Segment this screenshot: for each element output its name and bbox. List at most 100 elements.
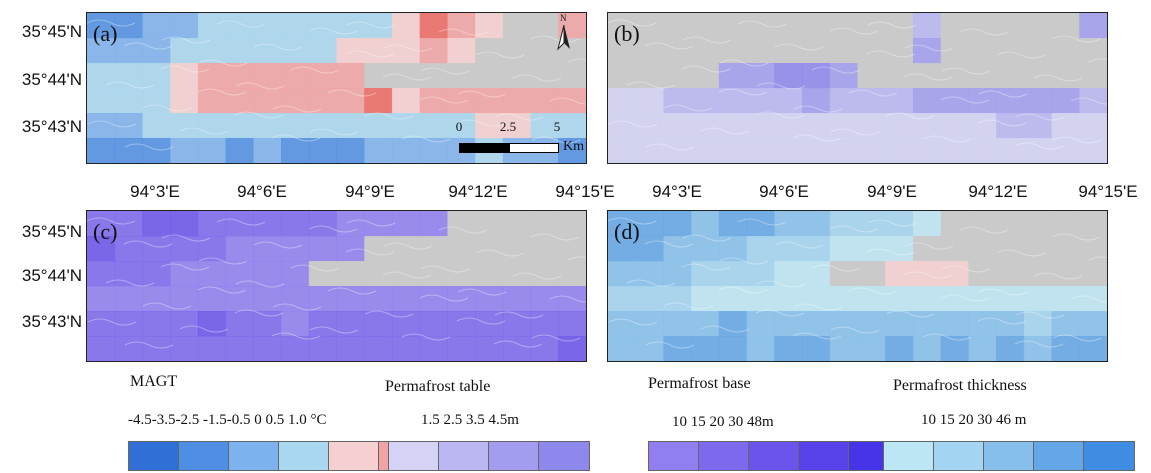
hillshade-stroke <box>977 317 1027 325</box>
raster-cell <box>447 13 476 39</box>
raster-cell <box>829 38 859 64</box>
raster-cell <box>608 211 637 237</box>
raster-cell <box>691 13 720 39</box>
raster-cell <box>530 311 559 337</box>
hillshade-stroke <box>364 310 414 318</box>
hillshade-stroke <box>904 44 954 52</box>
legend-values-magt: -4.5-3.5-2.5 -1.5-0.5 0 0.5 1.0 °C <box>128 412 327 428</box>
raster-cell <box>391 261 421 287</box>
raster-cell <box>1051 38 1080 64</box>
raster-cell <box>225 311 254 337</box>
raster-cell <box>114 113 144 139</box>
hillshade-stroke <box>160 65 210 73</box>
hillshade-stroke <box>608 217 657 225</box>
raster-cell <box>885 13 914 39</box>
hillshade-stroke <box>530 35 580 43</box>
raster-cell <box>663 311 692 337</box>
raster-cell <box>142 236 171 262</box>
raster-cell <box>170 211 199 237</box>
raster-cell <box>170 63 199 89</box>
raster-cell <box>391 286 421 312</box>
raster-cell <box>391 138 421 163</box>
raster-cell <box>940 236 969 262</box>
hillshade-stroke <box>364 112 414 120</box>
raster-cell <box>718 63 748 89</box>
raster-cell <box>885 63 914 89</box>
raster-cell <box>142 63 171 89</box>
raster-cell <box>635 236 665 262</box>
raster-cell <box>225 236 254 262</box>
hillshade-stroke <box>830 326 880 334</box>
raster-cell <box>1051 113 1080 139</box>
raster-cell <box>197 286 227 312</box>
raster-cell <box>530 63 559 89</box>
raster-cell <box>281 63 310 89</box>
raster-cell <box>940 311 969 337</box>
hillshade-stroke <box>996 51 1046 59</box>
raster-cell <box>802 138 831 163</box>
raster-cell <box>447 63 476 89</box>
raster-cell <box>530 336 559 361</box>
hillshade-stroke <box>216 218 266 226</box>
raster-cell <box>1023 138 1053 163</box>
raster-cell <box>774 88 803 114</box>
raster-cell <box>912 38 942 64</box>
raster-cell <box>530 88 559 114</box>
raster-cell <box>746 13 775 39</box>
hillshade-stroke <box>903 73 953 81</box>
hillshade-stroke <box>531 136 581 144</box>
raster-cell <box>447 261 476 287</box>
hillshade-stroke <box>922 135 972 143</box>
raster-cell <box>802 311 831 337</box>
raster-cell <box>1023 236 1053 262</box>
hillshade-stroke <box>608 120 658 128</box>
hillshade-stroke <box>87 318 137 326</box>
raster-cell <box>857 88 886 114</box>
hillshade-stroke <box>383 242 433 250</box>
hillshade-stroke <box>420 265 470 273</box>
raster-cell <box>829 311 859 337</box>
hillshade-stroke <box>1014 340 1064 348</box>
hillshade-stroke <box>512 74 562 82</box>
scale-label-0: 0 <box>455 119 463 134</box>
raster-cell <box>197 63 227 89</box>
raster-cell <box>197 13 227 39</box>
raster-cell <box>1051 311 1080 337</box>
raster-cell <box>885 261 914 287</box>
raster-cell <box>691 336 720 361</box>
hillshade-stroke <box>885 112 935 120</box>
hillshade-stroke <box>309 128 359 136</box>
y-label-bottom-2: 35°44'N <box>21 266 82 285</box>
hillshade-stroke <box>903 271 953 279</box>
raster-cell <box>197 211 227 237</box>
raster-cell <box>857 113 886 139</box>
raster-cell <box>225 261 254 287</box>
raster-cell <box>336 38 365 64</box>
hillshade-stroke <box>848 287 898 295</box>
raster-cell <box>1079 138 1107 163</box>
scale-label-5: 5 <box>553 119 561 134</box>
raster-cell <box>419 13 448 39</box>
raster-cell <box>802 286 831 312</box>
raster-cell <box>142 113 171 139</box>
raster-cell <box>746 336 775 361</box>
raster-cell <box>308 113 338 139</box>
hillshade-stroke <box>941 67 991 75</box>
raster-cell <box>940 88 969 114</box>
raster-cell <box>718 113 748 139</box>
hillshade-stroke <box>382 271 432 279</box>
hillshade-stroke <box>271 134 321 142</box>
hillshade-stroke <box>308 225 358 233</box>
hillshade-stroke <box>197 88 247 96</box>
hillshade-stroke <box>867 21 917 29</box>
hillshade-stroke <box>161 234 211 242</box>
hillshade-stroke <box>327 89 377 97</box>
hillshade-stroke <box>457 90 507 98</box>
raster-cell <box>281 13 310 39</box>
raster-cell <box>1079 261 1107 287</box>
raster-cell <box>774 13 803 39</box>
raster-cell <box>419 88 448 114</box>
hillshade-stroke <box>346 21 396 29</box>
raster-cell <box>746 261 775 287</box>
raster-cell <box>996 236 1025 262</box>
